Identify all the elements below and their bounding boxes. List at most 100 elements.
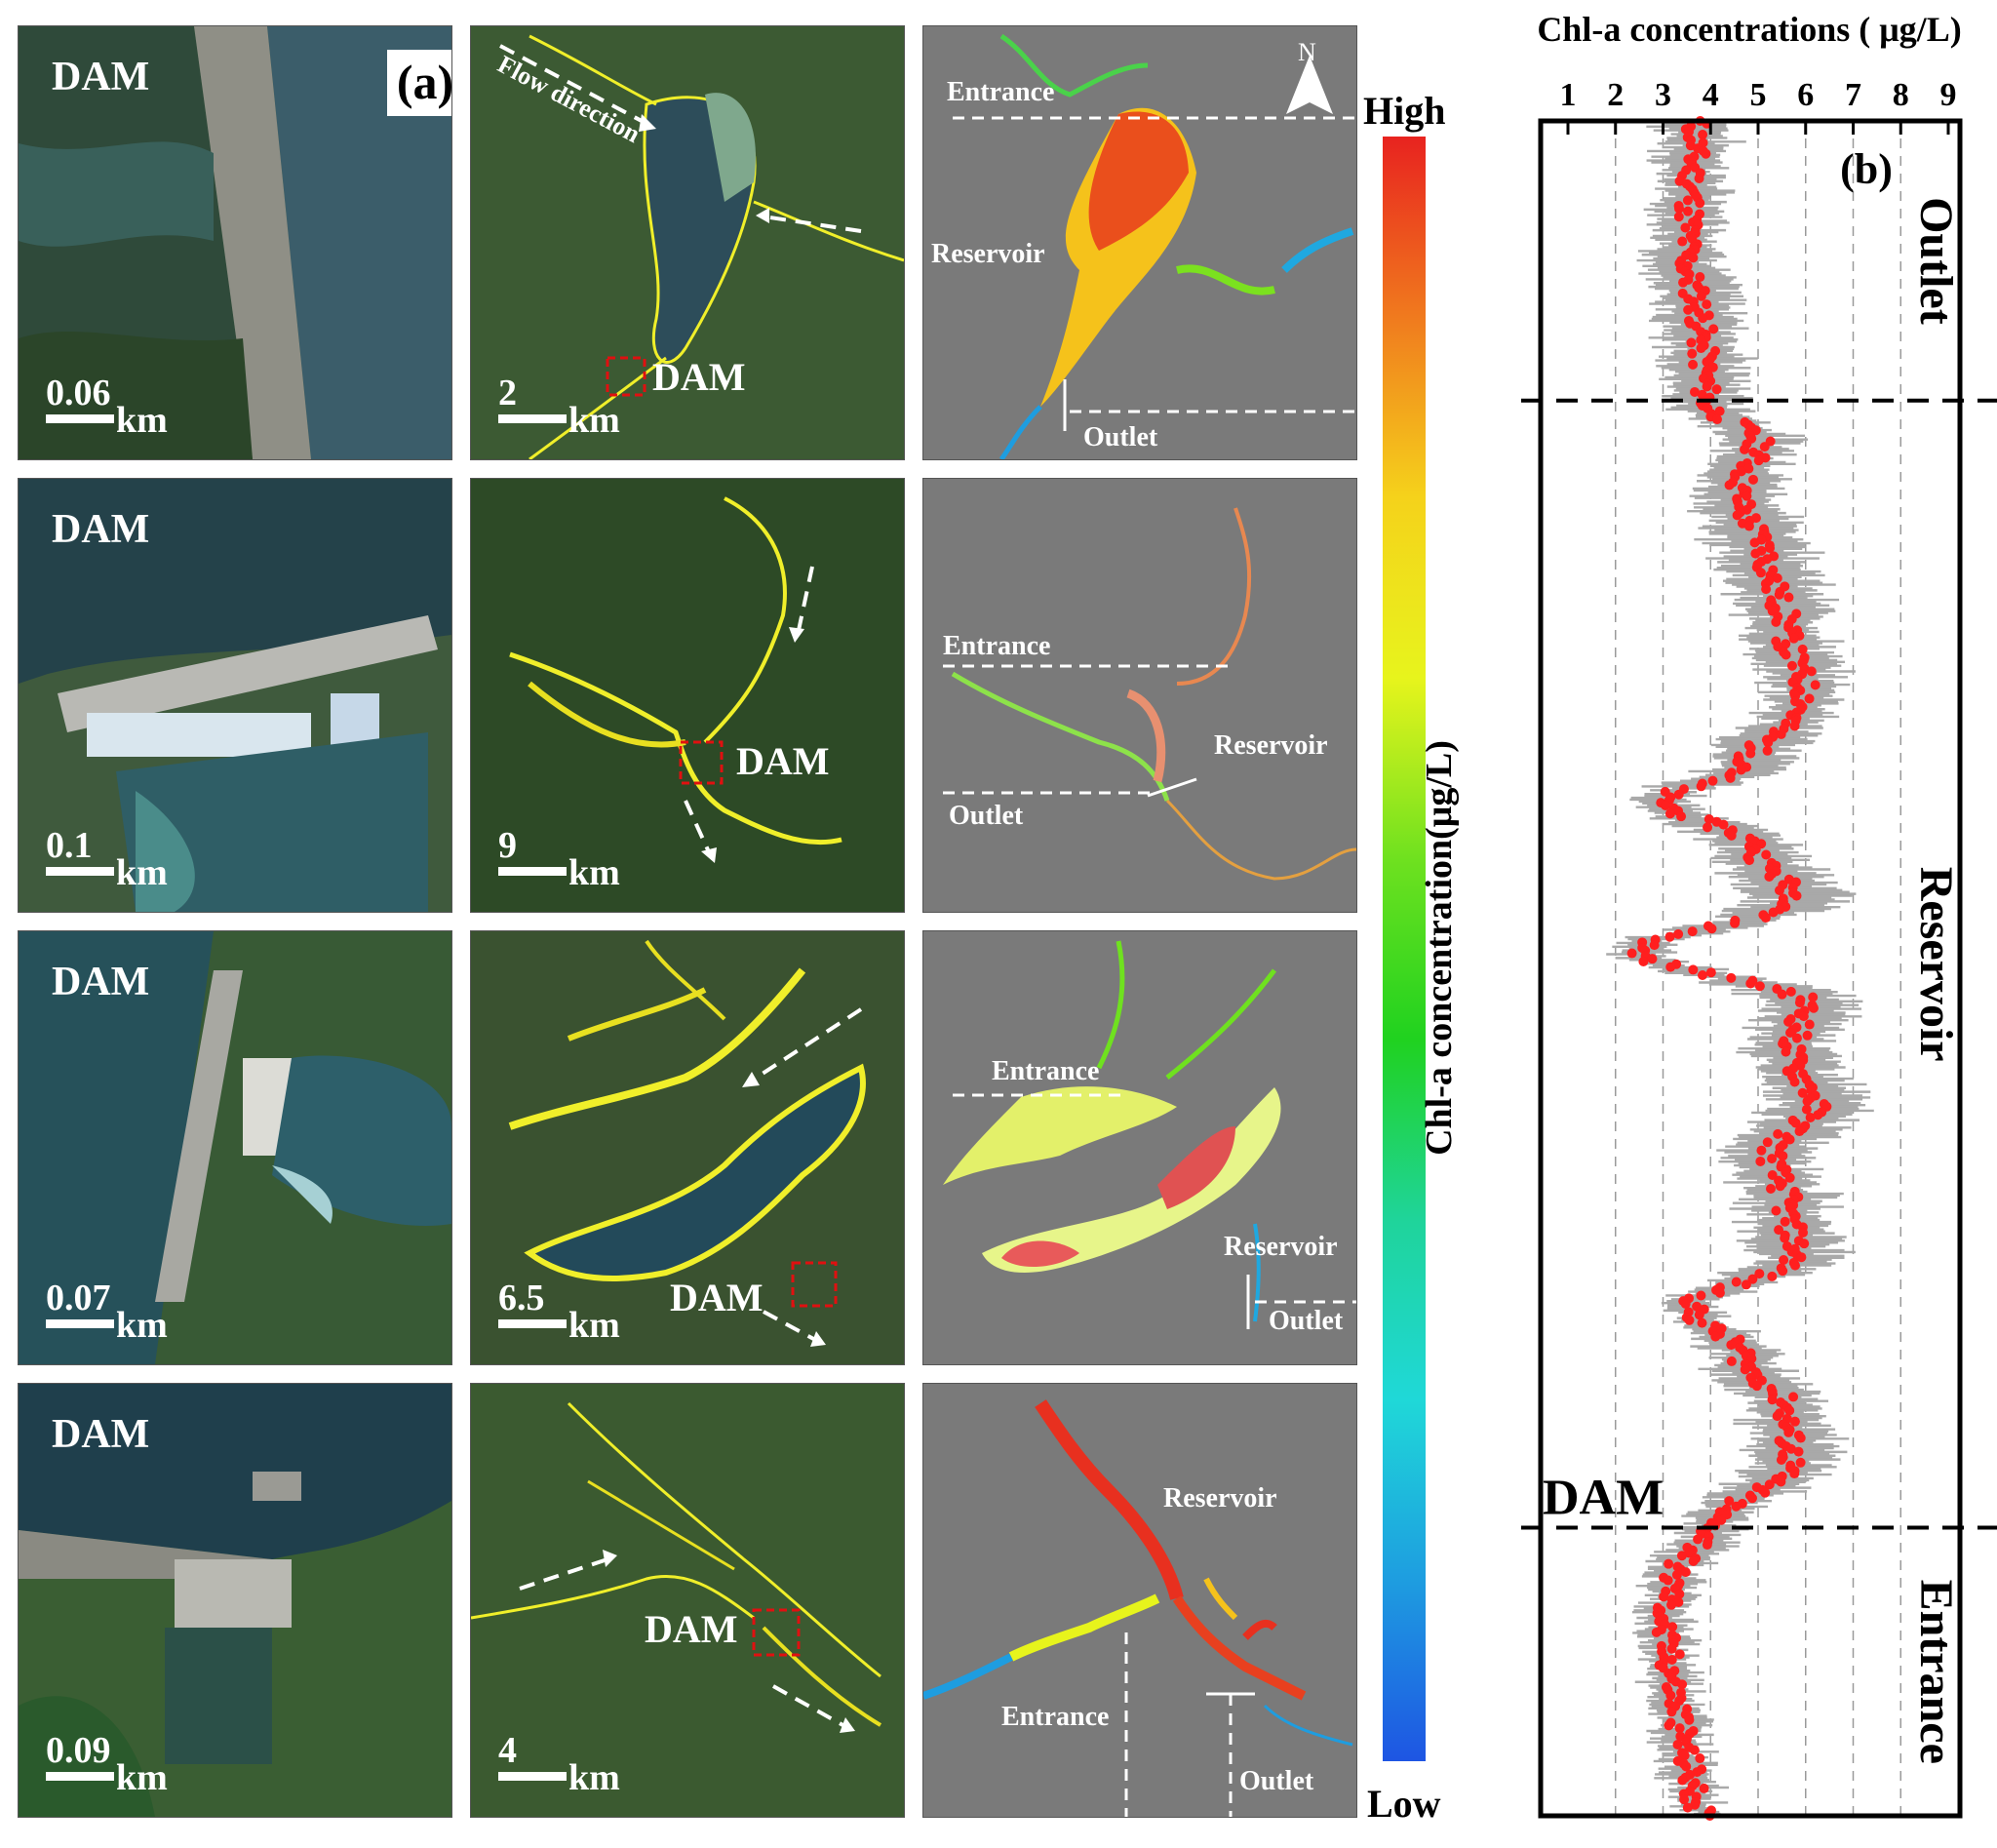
reservoir-label: Reservoir	[1224, 1232, 1338, 1262]
mean-point	[1781, 639, 1791, 649]
mean-point	[1783, 1016, 1794, 1027]
mean-point	[1731, 1277, 1742, 1287]
scale-unit: km	[568, 1757, 620, 1798]
mean-point	[1676, 1551, 1687, 1561]
mean-point	[1682, 1802, 1693, 1813]
mean-point	[1764, 871, 1775, 882]
mean-point	[1780, 1233, 1790, 1243]
mean-point	[1751, 1381, 1762, 1392]
mean-point	[1665, 962, 1676, 972]
mean-point	[1789, 1077, 1800, 1087]
mean-point	[1810, 680, 1821, 690]
mean-point	[1765, 1184, 1776, 1195]
mean-point	[1672, 1739, 1683, 1750]
x-tick-label: 4	[1703, 77, 1719, 113]
mean-point	[1776, 1476, 1786, 1487]
mean-point	[1785, 1443, 1796, 1454]
dam-label: DAM	[52, 1412, 150, 1457]
mean-point	[1785, 1027, 1796, 1038]
chl-map-row1: Entrance Reservoir Outlet N	[922, 25, 1357, 460]
mean-point	[1759, 442, 1770, 452]
panel-tag: (a)	[387, 50, 451, 116]
reservoir-satellite-row1: Flow direction DAM 2 km	[470, 25, 905, 460]
mean-point	[1789, 1469, 1800, 1479]
mean-point	[1678, 277, 1689, 288]
mean-point	[1771, 616, 1782, 627]
mean-point	[1783, 592, 1794, 603]
scale-value: 2	[498, 373, 517, 413]
mean-point	[1781, 1046, 1791, 1057]
map-dam-label: DAM	[645, 1607, 738, 1651]
scale-unit: km	[116, 400, 168, 441]
mean-point	[1673, 928, 1684, 939]
mean-point	[1664, 931, 1675, 942]
mean-point	[1667, 1622, 1678, 1632]
dam-photo-row1: DAM (a) 0.06 km	[18, 25, 452, 460]
mean-point	[1702, 357, 1712, 368]
x-tick-label: 6	[1797, 77, 1814, 113]
mean-point	[1677, 236, 1688, 247]
dam-label: DAM	[52, 960, 150, 1004]
dam-label: DAM	[52, 55, 150, 99]
satellite-map-art	[471, 479, 904, 912]
mean-point	[1726, 1356, 1737, 1366]
map-dam-label: DAM	[652, 355, 746, 399]
mean-point	[1674, 1649, 1685, 1660]
mean-point	[1777, 989, 1787, 1000]
mean-point	[1764, 1479, 1775, 1490]
chl-map-row3: Entrance Reservoir Outlet	[922, 930, 1357, 1365]
mean-point	[1673, 212, 1684, 222]
colorbar-high-label: High	[1363, 89, 1446, 133]
mean-point	[1780, 1216, 1790, 1227]
mean-point	[1786, 660, 1797, 671]
chl-map-art	[943, 940, 1356, 1329]
mean-point	[1693, 1534, 1703, 1545]
mean-point	[1666, 1707, 1677, 1717]
scale-unit: km	[116, 1757, 168, 1798]
scale-unit: km	[116, 852, 168, 893]
map-dam-label: DAM	[736, 739, 830, 783]
mean-point	[1761, 849, 1772, 860]
mean-point	[1767, 1154, 1778, 1164]
chl-map-art	[923, 1399, 1353, 1817]
entrance-label: Entrance	[992, 1056, 1100, 1086]
segment-label-reservoir: Reservoir	[1910, 867, 1962, 1062]
mean-point	[1808, 1003, 1819, 1013]
mean-point	[1696, 343, 1706, 354]
mean-point	[1788, 1392, 1799, 1402]
mean-point	[1684, 1315, 1695, 1325]
mean-point	[1740, 444, 1750, 454]
mean-point	[1726, 1340, 1737, 1351]
mean-point	[1749, 537, 1760, 548]
chart-b: Chl-a concentrations ( μg/L) 1 2 3 4 5 6 7 8 9 DAM…	[1521, 10, 1997, 1821]
mean-point	[1778, 1151, 1788, 1161]
mean-point	[1702, 299, 1712, 310]
dam-photo-row2: DAM 0.1 km	[18, 478, 452, 913]
mean-point	[1687, 348, 1698, 359]
mean-point	[1692, 1301, 1703, 1312]
mean-point	[1666, 1643, 1677, 1654]
mean-point	[1710, 1331, 1721, 1342]
reservoir-satellite-row4: DAM 4 km	[470, 1383, 905, 1818]
dam-photo-row4: DAM 0.09 km	[18, 1383, 452, 1818]
mean-point	[1768, 907, 1779, 918]
mean-point	[1760, 1487, 1771, 1498]
mean-point	[1813, 1110, 1823, 1121]
mean-point	[1676, 811, 1687, 822]
mean-point	[1797, 644, 1808, 654]
scale-value: 9	[498, 825, 517, 866]
mean-point	[1687, 926, 1698, 937]
scale-line	[46, 414, 114, 423]
mean-point	[1651, 1627, 1662, 1637]
mean-point	[1702, 1540, 1712, 1551]
mean-point	[1665, 1690, 1676, 1701]
mean-point	[1761, 584, 1772, 595]
dam-photo-art	[19, 931, 451, 1364]
mean-point	[1674, 203, 1685, 214]
mean-point	[1742, 491, 1752, 501]
dam-label: DAM	[52, 507, 150, 552]
mean-point	[1790, 1118, 1801, 1128]
mean-point	[1673, 789, 1684, 800]
mean-point	[1747, 1274, 1758, 1284]
chl-map-row2: Entrance Reservoir Outlet	[922, 478, 1357, 913]
